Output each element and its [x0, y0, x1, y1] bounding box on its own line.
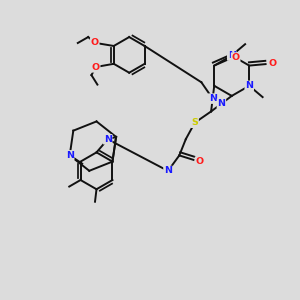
Text: O: O	[268, 59, 276, 68]
Text: N: N	[164, 167, 172, 176]
Text: O: O	[92, 63, 100, 72]
Text: O: O	[232, 53, 240, 62]
Text: S: S	[191, 118, 198, 127]
Text: O: O	[91, 38, 99, 47]
Text: N: N	[209, 94, 217, 103]
Text: N: N	[218, 99, 225, 108]
Text: N: N	[104, 135, 112, 144]
Text: N: N	[66, 151, 74, 160]
Text: N: N	[245, 81, 253, 90]
Text: N: N	[228, 51, 236, 60]
Text: O: O	[195, 157, 204, 166]
